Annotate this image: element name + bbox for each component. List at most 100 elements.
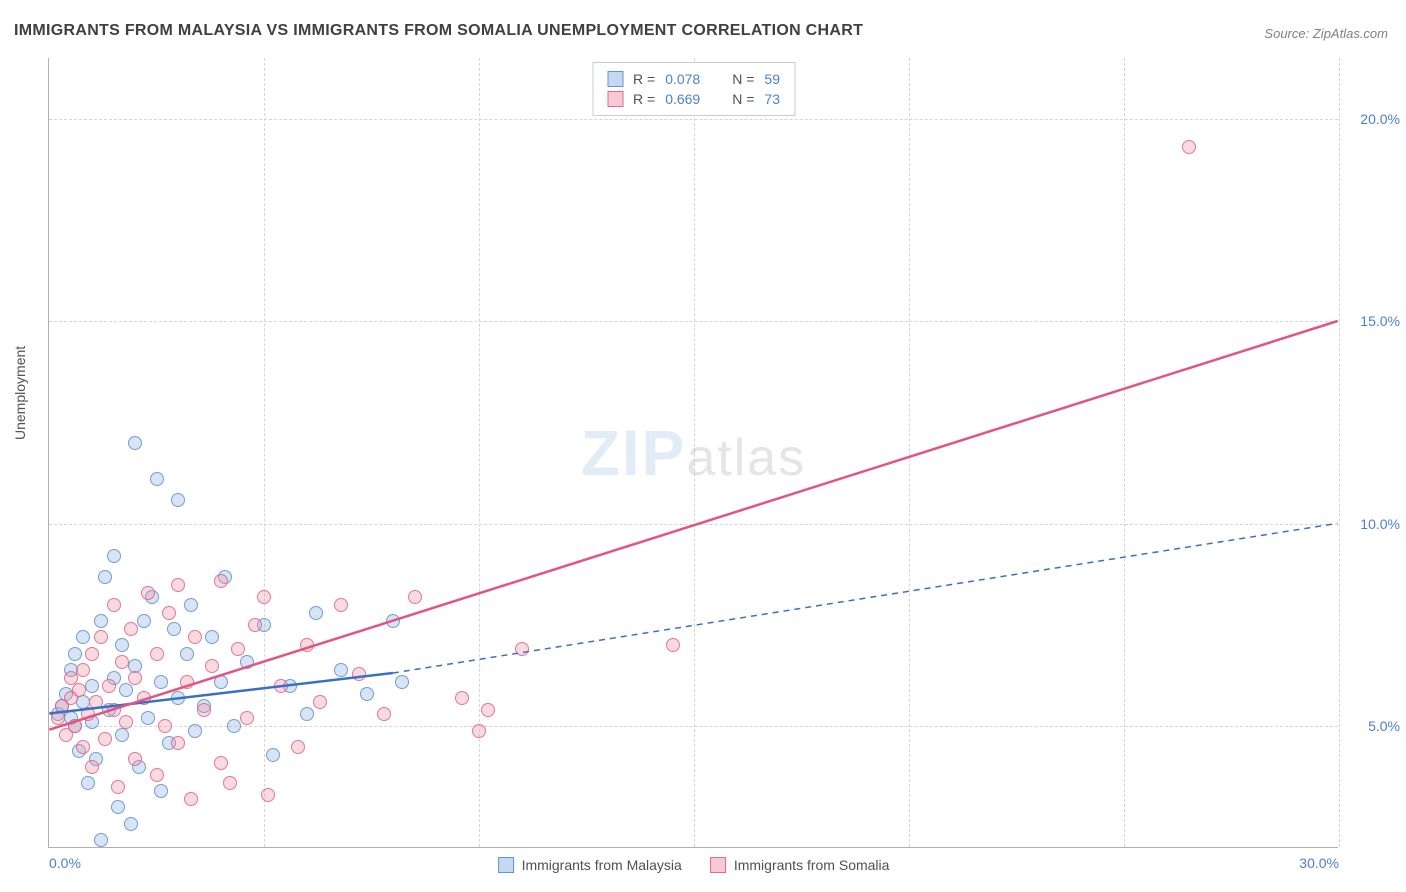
scatter-point-malaysia bbox=[214, 675, 228, 689]
scatter-point-malaysia bbox=[266, 748, 280, 762]
scatter-point-somalia bbox=[352, 667, 366, 681]
scatter-point-somalia bbox=[240, 711, 254, 725]
scatter-point-malaysia bbox=[141, 711, 155, 725]
scatter-point-somalia bbox=[94, 630, 108, 644]
scatter-point-somalia bbox=[72, 683, 86, 697]
scatter-point-somalia bbox=[150, 647, 164, 661]
scatter-point-malaysia bbox=[81, 776, 95, 790]
source-value: ZipAtlas.com bbox=[1313, 26, 1388, 41]
scatter-point-malaysia bbox=[334, 663, 348, 677]
watermark-prefix: ZIP bbox=[581, 417, 687, 489]
scatter-point-somalia bbox=[98, 732, 112, 746]
scatter-point-somalia bbox=[137, 691, 151, 705]
scatter-point-somalia bbox=[128, 671, 142, 685]
scatter-point-malaysia bbox=[68, 647, 82, 661]
r-label: R = bbox=[633, 91, 655, 107]
gridline-v bbox=[909, 58, 910, 847]
scatter-point-somalia bbox=[119, 715, 133, 729]
legend-row-somalia: R = 0.669 N = 73 bbox=[607, 89, 780, 109]
legend-label-malaysia: Immigrants from Malaysia bbox=[522, 857, 682, 873]
scatter-point-somalia bbox=[76, 740, 90, 754]
legend-item-malaysia: Immigrants from Malaysia bbox=[498, 857, 682, 873]
n-value-somalia: 73 bbox=[764, 91, 780, 107]
scatter-point-malaysia bbox=[137, 614, 151, 628]
scatter-point-malaysia bbox=[395, 675, 409, 689]
scatter-point-somalia bbox=[334, 598, 348, 612]
scatter-point-somalia bbox=[197, 703, 211, 717]
scatter-point-somalia bbox=[150, 768, 164, 782]
scatter-point-somalia bbox=[107, 703, 121, 717]
n-label: N = bbox=[732, 91, 754, 107]
scatter-point-malaysia bbox=[111, 800, 125, 814]
legend-item-somalia: Immigrants from Somalia bbox=[710, 857, 890, 873]
scatter-point-malaysia bbox=[360, 687, 374, 701]
legend-label-somalia: Immigrants from Somalia bbox=[734, 857, 890, 873]
plot-area: ZIPatlas R = 0.078 N = 59 R = 0.669 N = … bbox=[48, 58, 1338, 848]
scatter-point-malaysia bbox=[154, 675, 168, 689]
scatter-point-somalia bbox=[76, 663, 90, 677]
scatter-point-malaysia bbox=[184, 598, 198, 612]
scatter-point-somalia bbox=[214, 756, 228, 770]
scatter-point-somalia bbox=[107, 598, 121, 612]
scatter-point-malaysia bbox=[124, 817, 138, 831]
scatter-point-somalia bbox=[231, 642, 245, 656]
watermark-suffix: atlas bbox=[686, 429, 806, 487]
scatter-point-malaysia bbox=[188, 724, 202, 738]
scatter-point-somalia bbox=[115, 655, 129, 669]
n-label: N = bbox=[732, 71, 754, 87]
scatter-point-somalia bbox=[300, 638, 314, 652]
r-value-malaysia: 0.078 bbox=[665, 71, 700, 87]
gridline-v bbox=[1339, 58, 1340, 847]
series-legend: Immigrants from Malaysia Immigrants from… bbox=[498, 857, 890, 873]
scatter-point-somalia bbox=[313, 695, 327, 709]
y-tick-label: 10.0% bbox=[1360, 516, 1400, 532]
scatter-point-somalia bbox=[666, 638, 680, 652]
scatter-point-malaysia bbox=[115, 728, 129, 742]
scatter-point-somalia bbox=[81, 707, 95, 721]
scatter-point-malaysia bbox=[94, 833, 108, 847]
scatter-point-somalia bbox=[184, 792, 198, 806]
scatter-point-malaysia bbox=[240, 655, 254, 669]
scatter-point-somalia bbox=[274, 679, 288, 693]
y-tick-label: 15.0% bbox=[1360, 313, 1400, 329]
scatter-point-malaysia bbox=[94, 614, 108, 628]
scatter-point-somalia bbox=[102, 679, 116, 693]
y-tick-label: 20.0% bbox=[1360, 111, 1400, 127]
scatter-point-somalia bbox=[472, 724, 486, 738]
r-label: R = bbox=[633, 71, 655, 87]
source-label: Source: bbox=[1264, 26, 1309, 41]
scatter-point-malaysia bbox=[205, 630, 219, 644]
y-axis-label: Unemployment bbox=[12, 346, 28, 440]
scatter-point-somalia bbox=[68, 719, 82, 733]
scatter-point-somalia bbox=[141, 586, 155, 600]
scatter-point-malaysia bbox=[171, 691, 185, 705]
y-tick-label: 5.0% bbox=[1368, 718, 1400, 734]
scatter-point-somalia bbox=[85, 647, 99, 661]
scatter-point-malaysia bbox=[150, 472, 164, 486]
scatter-point-somalia bbox=[214, 574, 228, 588]
scatter-point-malaysia bbox=[300, 707, 314, 721]
scatter-point-somalia bbox=[128, 752, 142, 766]
scatter-point-somalia bbox=[223, 776, 237, 790]
legend-row-malaysia: R = 0.078 N = 59 bbox=[607, 69, 780, 89]
scatter-point-somalia bbox=[188, 630, 202, 644]
scatter-point-malaysia bbox=[309, 606, 323, 620]
scatter-point-somalia bbox=[481, 703, 495, 717]
scatter-point-somalia bbox=[377, 707, 391, 721]
r-value-somalia: 0.669 bbox=[665, 91, 700, 107]
gridline-v bbox=[264, 58, 265, 847]
gridline-v bbox=[694, 58, 695, 847]
scatter-point-somalia bbox=[180, 675, 194, 689]
scatter-point-malaysia bbox=[128, 436, 142, 450]
scatter-point-malaysia bbox=[180, 647, 194, 661]
source-attribution: Source: ZipAtlas.com bbox=[1264, 26, 1388, 41]
chart-title: IMMIGRANTS FROM MALAYSIA VS IMMIGRANTS F… bbox=[14, 22, 863, 40]
scatter-point-malaysia bbox=[167, 622, 181, 636]
swatch-malaysia-icon bbox=[498, 857, 514, 873]
scatter-point-somalia bbox=[515, 642, 529, 656]
scatter-point-somalia bbox=[455, 691, 469, 705]
scatter-point-malaysia bbox=[98, 570, 112, 584]
correlation-legend: R = 0.078 N = 59 R = 0.669 N = 73 bbox=[592, 62, 795, 116]
swatch-malaysia-icon bbox=[607, 71, 623, 87]
scatter-point-malaysia bbox=[227, 719, 241, 733]
